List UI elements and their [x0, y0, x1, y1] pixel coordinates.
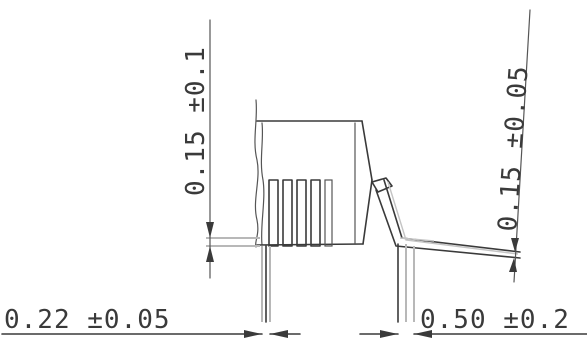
arrow-down-icon [206, 222, 214, 238]
extension-lines [206, 9, 531, 323]
lead-pins [268, 179, 333, 247]
package-body [254, 99, 373, 248]
lead-thickness-label: 0.22 ±0.05 [4, 305, 171, 335]
dimension-arrows [206, 222, 519, 338]
arrow-up-icon [206, 246, 214, 262]
arrow-right-icon [380, 330, 398, 338]
lead-standoff-label: 0.15 ±0.05 [493, 64, 535, 232]
body-standoff-label: 0.15 ±0.1 [181, 46, 211, 196]
arrow-down-icon [511, 238, 519, 252]
arrow-left-icon [270, 330, 288, 338]
gull-wing-lead [371, 177, 521, 259]
arrow-right-icon [244, 330, 262, 338]
lead-length-label: 0.50 ±0.2 [420, 305, 570, 335]
arrow-left-icon [414, 330, 432, 338]
arrow-up-icon [509, 258, 517, 272]
